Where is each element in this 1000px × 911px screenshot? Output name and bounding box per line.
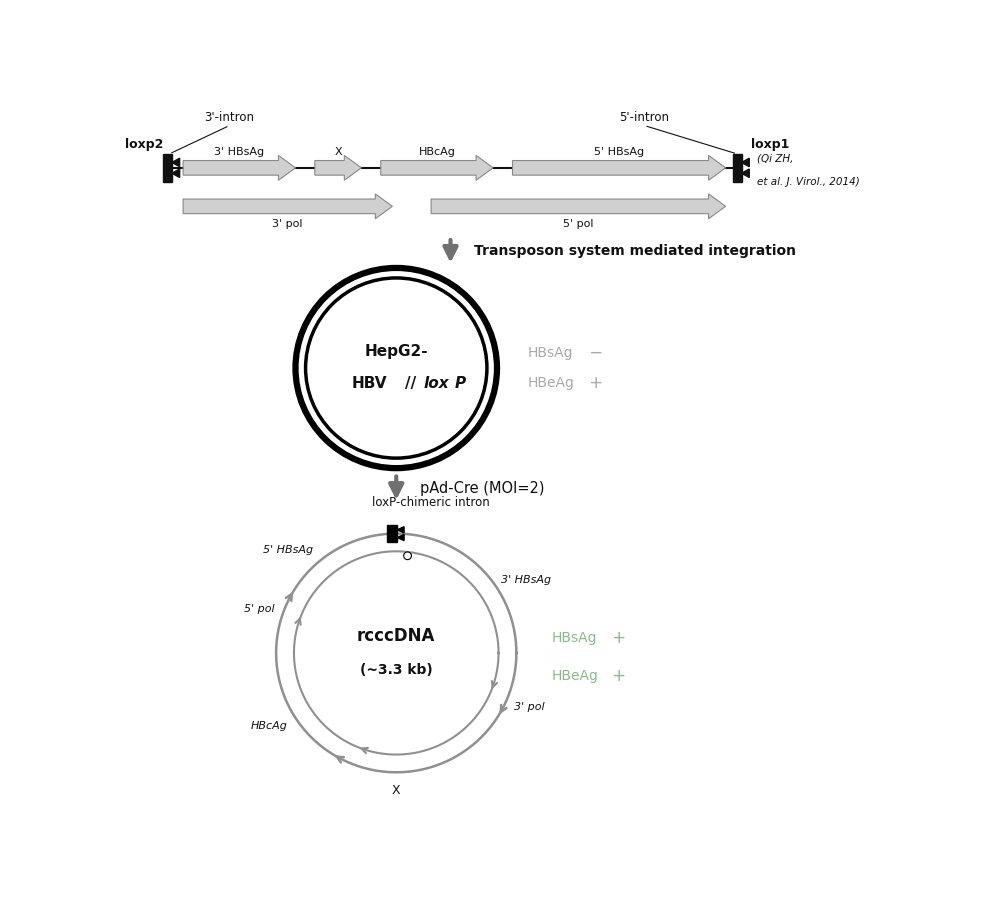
Text: −: − — [584, 343, 603, 362]
Polygon shape — [183, 156, 296, 180]
Text: (~3.3 kb): (~3.3 kb) — [360, 663, 433, 677]
Text: 3'-intron: 3'-intron — [205, 111, 255, 124]
Text: 5' pol: 5' pol — [244, 604, 275, 614]
Circle shape — [404, 552, 411, 559]
Text: 5' HBsAg: 5' HBsAg — [594, 148, 644, 158]
Text: //: // — [405, 376, 416, 391]
Polygon shape — [381, 156, 493, 180]
Polygon shape — [183, 194, 392, 219]
Text: X: X — [392, 783, 401, 797]
Text: HBcAg: HBcAg — [251, 721, 288, 731]
Text: loxp1: loxp1 — [751, 138, 790, 151]
Text: (Qi ZH,: (Qi ZH, — [757, 154, 796, 164]
Text: HBeAg: HBeAg — [528, 376, 575, 391]
Text: 5'-intron: 5'-intron — [619, 111, 669, 124]
Text: 3' pol: 3' pol — [514, 702, 544, 712]
Ellipse shape — [306, 278, 487, 458]
Text: et al. J. Virol., 2014): et al. J. Virol., 2014) — [757, 177, 859, 187]
Text: 5' pol: 5' pol — [563, 219, 594, 229]
Polygon shape — [172, 169, 180, 178]
Text: Transposon system mediated integration: Transposon system mediated integration — [474, 244, 796, 259]
Text: HBsAg: HBsAg — [528, 345, 574, 360]
Text: 3' HBsAg: 3' HBsAg — [501, 575, 551, 585]
Polygon shape — [512, 156, 726, 180]
Text: +: + — [607, 629, 626, 647]
Text: HBV: HBV — [351, 376, 387, 391]
Text: HepG2-: HepG2- — [364, 343, 428, 359]
Polygon shape — [742, 169, 749, 178]
Text: HBeAg: HBeAg — [551, 669, 598, 683]
Text: +: + — [607, 667, 626, 685]
Bar — [163, 154, 172, 181]
Text: lox: lox — [424, 376, 449, 391]
Text: loxp2: loxp2 — [125, 138, 164, 151]
Bar — [387, 526, 397, 542]
Text: rcccDNA: rcccDNA — [357, 627, 435, 645]
Text: 5' HBsAg: 5' HBsAg — [263, 545, 313, 555]
Ellipse shape — [296, 268, 497, 468]
Polygon shape — [431, 194, 726, 219]
Text: 3' pol: 3' pol — [272, 219, 303, 229]
Polygon shape — [742, 159, 749, 167]
Text: 3' HBsAg: 3' HBsAg — [214, 148, 264, 158]
Text: X: X — [334, 148, 342, 158]
Text: HBcAg: HBcAg — [418, 148, 455, 158]
Text: +: + — [584, 374, 603, 393]
Text: HBsAg: HBsAg — [551, 630, 597, 645]
Text: pAd-Cre (MOI=2): pAd-Cre (MOI=2) — [420, 481, 544, 496]
Polygon shape — [397, 535, 404, 540]
Polygon shape — [397, 527, 404, 533]
Polygon shape — [315, 156, 361, 180]
Polygon shape — [172, 159, 180, 167]
Text: loxP-chimeric intron: loxP-chimeric intron — [372, 496, 490, 509]
Bar — [733, 154, 742, 181]
Text: P: P — [454, 376, 465, 391]
